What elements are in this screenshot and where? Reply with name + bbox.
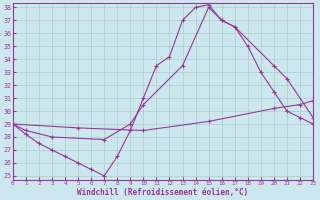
X-axis label: Windchill (Refroidissement éolien,°C): Windchill (Refroidissement éolien,°C) bbox=[77, 188, 249, 197]
